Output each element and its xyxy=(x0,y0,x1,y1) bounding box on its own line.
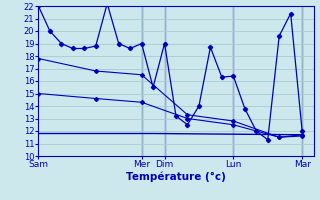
X-axis label: Température (°c): Température (°c) xyxy=(126,172,226,182)
